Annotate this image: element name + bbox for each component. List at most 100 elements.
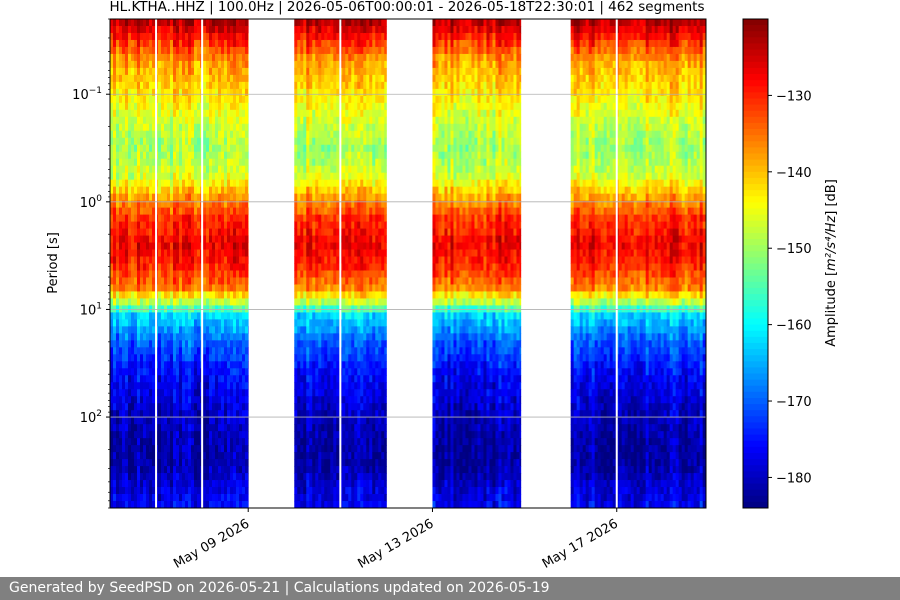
psd-cell xyxy=(203,19,207,27)
psd-cell xyxy=(119,347,123,355)
psd-cell xyxy=(161,298,165,306)
psd-cell xyxy=(179,319,183,327)
psd-cell xyxy=(173,235,177,243)
psd-cell xyxy=(179,480,183,488)
psd-cell xyxy=(179,193,183,202)
psd-cell xyxy=(345,466,349,474)
psd-cell xyxy=(173,284,177,292)
psd-cell xyxy=(110,179,114,188)
psd-cell xyxy=(351,151,355,160)
psd-cell xyxy=(342,144,346,153)
psd-cell xyxy=(221,270,225,278)
psd-cell xyxy=(149,312,153,320)
psd-cell xyxy=(351,487,355,495)
psd-cell xyxy=(122,473,126,481)
psd-cell xyxy=(116,312,120,320)
psd-cell xyxy=(318,228,322,236)
psd-cell xyxy=(312,39,316,48)
psd-cell xyxy=(128,480,132,488)
psd-cell xyxy=(113,137,117,146)
psd-cell xyxy=(227,60,231,69)
psd-cell xyxy=(309,137,313,146)
psd-cell xyxy=(179,60,183,69)
psd-cell xyxy=(309,165,313,174)
psd-cell xyxy=(312,67,316,76)
psd-cell xyxy=(167,165,171,174)
psd-cell xyxy=(146,312,150,320)
psd-cell xyxy=(297,39,301,48)
psd-cell xyxy=(119,445,123,453)
psd-cell xyxy=(357,242,361,250)
psd-cell xyxy=(324,340,328,348)
psd-cell xyxy=(179,221,183,229)
psd-cell xyxy=(188,46,192,55)
psd-cell xyxy=(134,214,138,222)
psd-cell xyxy=(164,284,168,292)
psd-cell xyxy=(303,396,307,404)
psd-cell xyxy=(125,242,129,250)
psd-cell xyxy=(336,382,340,390)
psd-cell xyxy=(303,53,307,62)
psd-cell xyxy=(242,417,246,425)
psd-cell xyxy=(176,361,180,369)
psd-cell xyxy=(224,270,228,278)
psd-cell xyxy=(125,459,129,467)
psd-cell xyxy=(363,214,367,222)
psd-cell xyxy=(336,151,340,160)
psd-cell xyxy=(185,123,189,132)
psd-cell xyxy=(182,19,186,27)
psd-cell xyxy=(318,19,322,27)
psd-cell xyxy=(312,46,316,55)
psd-cell xyxy=(149,494,153,502)
psd-cell xyxy=(218,95,222,104)
psd-cell xyxy=(128,123,132,132)
psd-cell xyxy=(233,53,237,62)
psd-cell xyxy=(303,473,307,481)
psd-cell xyxy=(360,347,364,355)
psd-cell xyxy=(164,60,168,69)
psd-cell xyxy=(194,277,198,285)
psd-cell xyxy=(209,32,213,41)
psd-cell xyxy=(357,179,361,188)
psd-cell xyxy=(242,123,246,132)
psd-cell xyxy=(116,298,120,306)
psd-cell xyxy=(116,270,120,278)
psd-cell xyxy=(294,494,298,502)
psd-cell xyxy=(128,347,132,355)
psd-cell xyxy=(125,291,129,299)
psd-cell xyxy=(185,445,189,453)
psd-cell xyxy=(137,347,141,355)
psd-cell xyxy=(230,424,234,432)
psd-cell xyxy=(342,368,346,376)
psd-cell xyxy=(170,123,174,132)
psd-cell xyxy=(197,501,201,509)
psd-cell xyxy=(327,347,331,355)
psd-cell xyxy=(312,137,316,146)
psd-cell xyxy=(321,67,325,76)
psd-cell xyxy=(348,81,352,90)
psd-cell xyxy=(119,172,123,181)
psd-cell xyxy=(116,284,120,292)
psd-cell xyxy=(203,256,207,264)
psd-cell xyxy=(309,347,313,355)
psd-cell xyxy=(345,487,349,495)
psd-cell xyxy=(324,389,328,397)
psd-cell xyxy=(300,263,304,271)
psd-cell xyxy=(206,396,210,404)
psd-cell xyxy=(336,340,340,348)
psd-cell xyxy=(333,158,337,167)
psd-cell xyxy=(131,25,135,34)
psd-cell xyxy=(152,347,156,355)
psd-cell xyxy=(309,382,313,390)
psd-cell xyxy=(125,347,129,355)
psd-cell xyxy=(248,375,249,383)
psd-cell xyxy=(218,19,222,27)
psd-cell xyxy=(300,291,304,299)
psd-cell xyxy=(185,221,189,229)
psd-cell xyxy=(191,277,195,285)
psd-cell xyxy=(131,340,135,348)
psd-cell xyxy=(357,396,361,404)
psd-cell xyxy=(242,228,246,236)
psd-cell xyxy=(318,88,322,97)
psd-cell xyxy=(110,340,114,348)
